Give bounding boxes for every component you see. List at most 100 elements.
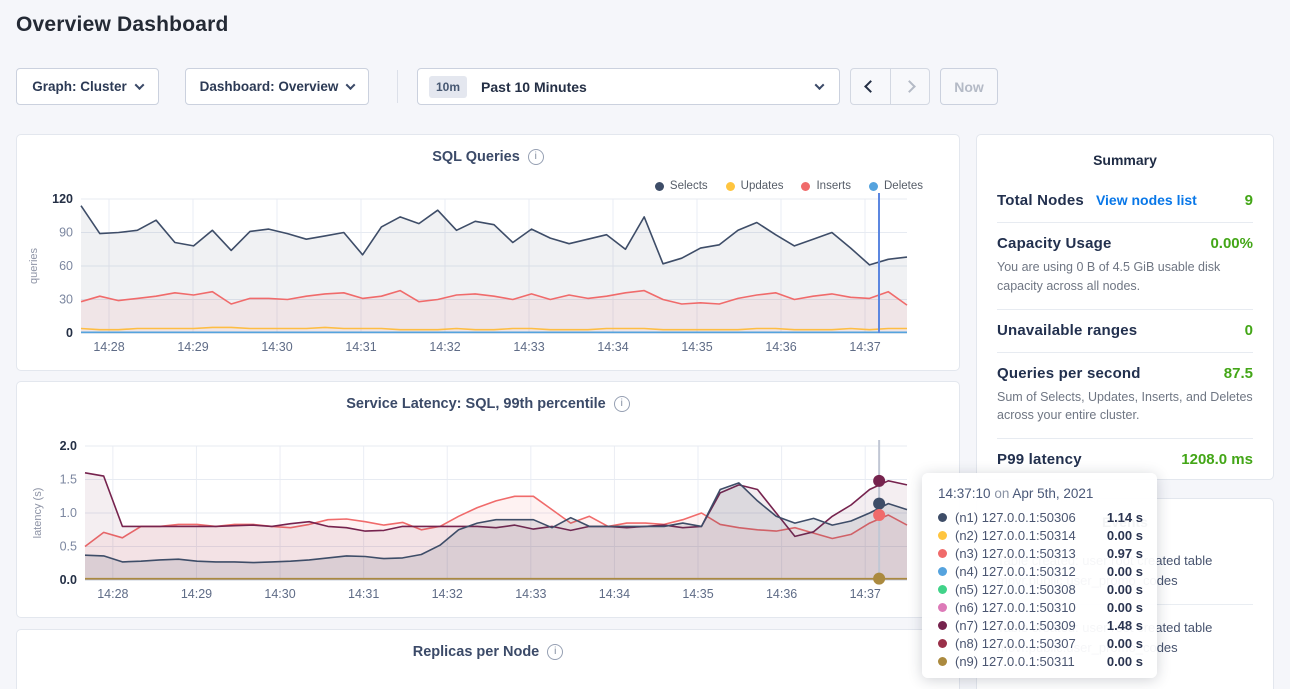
chevron-left-icon [864, 80, 877, 93]
info-icon[interactable]: i [614, 396, 630, 412]
summary-row-capacity-usage: Capacity Usage 0.00% You are using 0 B o… [997, 222, 1253, 309]
svg-text:120: 120 [52, 192, 73, 206]
tooltip-node-label: (n2) 127.0.0.1:50314 [955, 528, 1076, 543]
summary-desc: Sum of Selects, Updates, Inserts, and De… [997, 388, 1253, 426]
svg-text:0.5: 0.5 [60, 540, 77, 554]
summary-value: 87.5 [1224, 365, 1253, 382]
tooltip-node-label: (n6) 127.0.0.1:50310 [955, 600, 1076, 615]
svg-text:2.0: 2.0 [60, 439, 77, 453]
svg-text:14:35: 14:35 [682, 587, 713, 601]
svg-text:14:33: 14:33 [515, 587, 546, 601]
time-step-group [850, 68, 930, 105]
svg-text:14:35: 14:35 [681, 340, 712, 354]
summary-panel: Summary Total Nodes View nodes list 9 Ca… [976, 134, 1274, 480]
summary-label: Total Nodes [997, 192, 1084, 209]
tooltip-node-label: (n7) 127.0.0.1:50309 [955, 618, 1076, 633]
time-range-badge: 10m [429, 76, 467, 98]
info-icon[interactable]: i [547, 644, 563, 660]
service-latency-chart[interactable]: 0.0 0.5 1.0 1.5 2.0 14:28 14:29 14:30 14:31 14:32… [17, 436, 961, 614]
summary-label: Unavailable ranges [997, 322, 1137, 339]
tooltip-node-value: 0.00 s [1107, 600, 1143, 615]
time-step-back-button[interactable] [851, 69, 890, 104]
summary-value: 0 [1245, 322, 1253, 339]
tooltip-node-value: 1.48 s [1107, 618, 1143, 633]
graph-dropdown-label: Graph: Cluster [32, 79, 127, 94]
summary-row-unavailable-ranges: Unavailable ranges 0 [997, 309, 1253, 352]
tooltip-node-value: 0.00 s [1107, 582, 1143, 597]
svg-text:14:33: 14:33 [513, 340, 544, 354]
tooltip-row: (n5) 127.0.0.1:50308 0.00 s [938, 580, 1143, 598]
svg-text:latency (s): latency (s) [32, 488, 44, 539]
svg-text:14:28: 14:28 [97, 587, 128, 601]
chevron-down-icon [815, 80, 825, 90]
controls-divider [397, 70, 398, 103]
summary-row-queries-per-second: Queries per second 87.5 Sum of Selects, … [997, 352, 1253, 439]
svg-text:14:30: 14:30 [264, 587, 295, 601]
tooltip-node-label: (n1) 127.0.0.1:50306 [955, 510, 1076, 525]
replicas-per-node-card: Replicas per Node i [16, 629, 960, 689]
tooltip-row: (n6) 127.0.0.1:50310 0.00 s [938, 598, 1143, 616]
summary-label: Capacity Usage [997, 235, 1112, 252]
svg-text:14:36: 14:36 [765, 340, 796, 354]
tooltip-node-value: 0.00 s [1107, 564, 1143, 579]
dashboard-dropdown[interactable]: Dashboard: Overview [185, 68, 369, 105]
svg-text:14:31: 14:31 [348, 587, 379, 601]
sql-queries-title-row: SQL Queries i [17, 149, 959, 165]
svg-text:90: 90 [59, 226, 73, 240]
node-color-dot [938, 585, 947, 594]
tooltip-node-value: 0.97 s [1107, 546, 1143, 561]
svg-text:queries: queries [28, 247, 40, 284]
info-icon[interactable]: i [528, 149, 544, 165]
service-latency-title-row: Service Latency: SQL, 99th percentile i [17, 396, 959, 412]
tooltip-node-value: 1.14 s [1107, 510, 1143, 525]
summary-desc: You are using 0 B of 4.5 GiB usable disk… [997, 258, 1253, 296]
svg-text:14:28: 14:28 [93, 340, 124, 354]
tooltip-time: 14:37:10 [938, 486, 991, 501]
svg-text:14:30: 14:30 [261, 340, 292, 354]
node-color-dot [938, 531, 947, 540]
svg-text:14:29: 14:29 [181, 587, 212, 601]
tooltip-row: (n2) 127.0.0.1:50314 0.00 s [938, 526, 1143, 544]
service-latency-title: Service Latency: SQL, 99th percentile [346, 396, 606, 412]
now-button[interactable]: Now [940, 68, 998, 105]
sql-queries-chart[interactable]: 030609012014:2814:2914:3014:3114:3214:33… [17, 189, 961, 367]
node-color-dot [938, 513, 947, 522]
svg-text:14:34: 14:34 [597, 340, 628, 354]
svg-text:14:36: 14:36 [766, 587, 797, 601]
svg-text:30: 30 [59, 293, 73, 307]
time-step-forward-button[interactable] [890, 69, 930, 104]
summary-value: 0.00% [1210, 235, 1253, 252]
tooltip-node-label: (n5) 127.0.0.1:50308 [955, 582, 1076, 597]
now-button-label: Now [954, 79, 984, 95]
svg-text:14:29: 14:29 [177, 340, 208, 354]
tooltip-row: (n9) 127.0.0.1:50311 0.00 s [938, 652, 1143, 670]
tooltip-node-label: (n4) 127.0.0.1:50312 [955, 564, 1076, 579]
tooltip-row: (n4) 127.0.0.1:50312 0.00 s [938, 562, 1143, 580]
graph-dropdown[interactable]: Graph: Cluster [16, 68, 159, 105]
view-nodes-list-link[interactable]: View nodes list [1096, 192, 1197, 208]
tooltip-node-value: 0.00 s [1107, 528, 1143, 543]
node-color-dot [938, 639, 947, 648]
svg-text:0.0: 0.0 [60, 573, 77, 587]
chart-hover-tooltip: 14:37:10 on Apr 5th, 2021 (n1) 127.0.0.1… [922, 473, 1157, 678]
tooltip-on: on [994, 486, 1009, 501]
svg-text:1.5: 1.5 [60, 473, 77, 487]
svg-text:14:32: 14:32 [432, 587, 463, 601]
tooltip-row: (n1) 127.0.0.1:50306 1.14 s [938, 508, 1143, 526]
tooltip-timestamp: 14:37:10 on Apr 5th, 2021 [938, 486, 1143, 501]
tooltip-node-value: 0.00 s [1107, 636, 1143, 651]
sql-queries-card: SQL Queries i SelectsUpdatesInsertsDelet… [16, 134, 960, 371]
svg-text:1.0: 1.0 [60, 506, 77, 520]
service-latency-card: Service Latency: SQL, 99th percentile i … [16, 381, 960, 618]
summary-value: 9 [1245, 192, 1253, 209]
time-range-selector[interactable]: 10m Past 10 Minutes [417, 68, 840, 105]
svg-text:60: 60 [59, 259, 73, 273]
overview-dashboard-page: Overview Dashboard Graph: Cluster Dashbo… [0, 0, 1290, 689]
tooltip-node-label: (n8) 127.0.0.1:50307 [955, 636, 1076, 651]
chevron-right-icon [903, 80, 916, 93]
tooltip-row: (n8) 127.0.0.1:50307 0.00 s [938, 634, 1143, 652]
node-color-dot [938, 549, 947, 558]
tooltip-date: Apr 5th, 2021 [1012, 486, 1093, 501]
node-color-dot [938, 567, 947, 576]
tooltip-rows: (n1) 127.0.0.1:50306 1.14 s (n2) 127.0.0… [938, 508, 1143, 670]
